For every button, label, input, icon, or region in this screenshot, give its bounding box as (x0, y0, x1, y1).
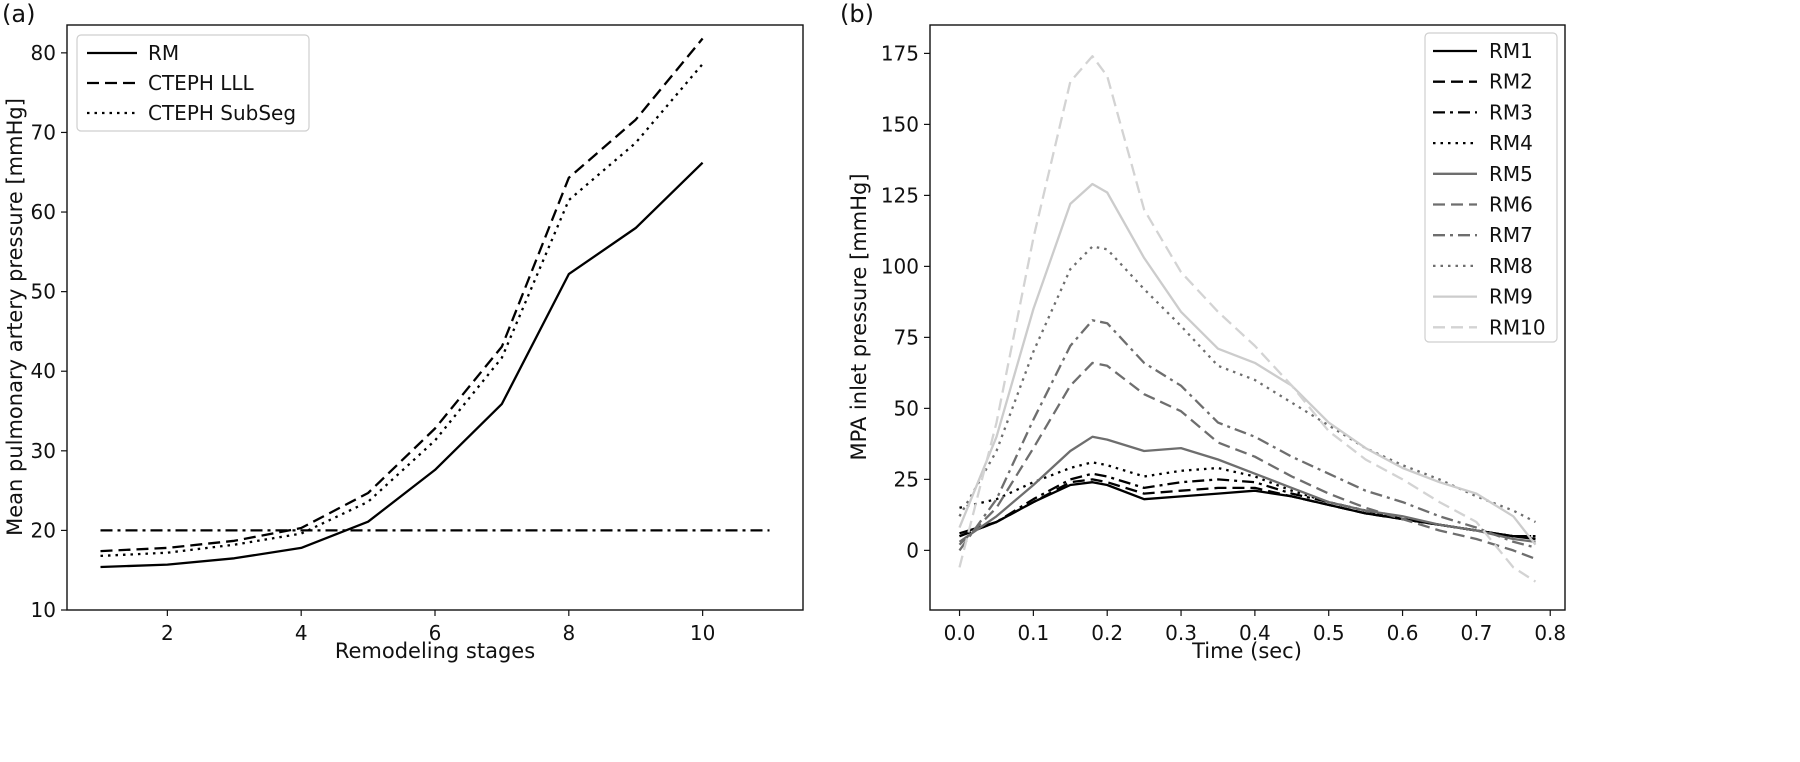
legend-label: RM5 (1489, 162, 1533, 186)
legend-label: RM (148, 41, 179, 65)
panel-b-x-ticks: 0.0 0.1 0.2 0.3 0.4 0.5 0.6 0.7 0.8 (944, 610, 1566, 645)
x-tick-label: 0.5 (1313, 621, 1345, 645)
panel-a-label: (a) (2, 0, 35, 28)
x-tick-label: 0.2 (1091, 621, 1123, 645)
series-line-cteph-subseg (100, 63, 704, 558)
legend-label: RM10 (1489, 315, 1546, 339)
legend-label: CTEPH LLL (148, 71, 255, 95)
panel-a-legend: RM CTEPH LLL CTEPH SubSeg (76, 34, 310, 132)
panel-b-series (958, 55, 1537, 583)
series-line-rm9 (958, 182, 1537, 546)
y-tick-label: 25 (894, 467, 919, 491)
y-tick-label: 50 (894, 396, 919, 420)
y-tick-label: 75 (894, 325, 919, 349)
series-line-rm8 (958, 245, 1537, 524)
panel-a-legend-box (76, 34, 310, 132)
y-tick-label: 10 (31, 598, 56, 622)
x-tick-label: 4 (295, 621, 308, 645)
x-tick-label: 0.8 (1534, 621, 1566, 645)
legend-label: RM2 (1489, 70, 1533, 94)
y-tick-label: 0 (906, 538, 919, 562)
y-tick-label: 125 (881, 183, 919, 207)
y-tick-label: 100 (881, 254, 919, 278)
legend-label: RM8 (1489, 254, 1533, 278)
legend-label: RM7 (1489, 223, 1533, 247)
y-tick-label: 150 (881, 112, 919, 136)
y-tick-label: 50 (31, 280, 56, 304)
x-tick-label: 0.7 (1460, 621, 1492, 645)
panel-b: (b) 0.0 0.1 0.2 0.3 0.4 0.5 0.6 0.7 0.8 0 25 50 75 1… (840, 0, 1566, 663)
panel-b-y-ticks: 0 25 50 75 100 125 150 175 (881, 41, 930, 562)
x-tick-label: 2 (161, 621, 174, 645)
x-tick-label: 8 (562, 621, 575, 645)
panel-a: (a) 2 4 6 8 10 10 20 30 40 50 60 70 80 Remodeling s… (2, 0, 804, 663)
series-line-rm6 (958, 361, 1536, 560)
series-line-rm10 (958, 55, 1537, 583)
x-tick-label: 0.4 (1239, 621, 1271, 645)
panel-b-label: (b) (840, 0, 874, 28)
series-line-rm5 (958, 435, 1536, 543)
panel-b-legend: RM1 RM2 RM3 RM4 RM5 RM6 RM7 RM8 RM9 RM10 (1424, 32, 1558, 343)
panel-a-x-ticks: 2 4 6 8 10 (161, 610, 715, 645)
y-tick-label: 70 (31, 120, 56, 144)
legend-label: RM9 (1489, 285, 1533, 309)
series-line-rm2 (959, 478, 1536, 538)
x-tick-label: 10 (690, 621, 715, 645)
y-tick-label: 80 (31, 41, 56, 65)
legend-label: RM1 (1489, 39, 1533, 63)
panel-a-y-ticks: 10 20 30 40 50 60 70 80 (31, 41, 67, 622)
x-tick-label: 0.3 (1165, 621, 1197, 645)
legend-label: RM3 (1489, 100, 1533, 124)
x-tick-label: 0.0 (944, 621, 976, 645)
panel-a-series (100, 37, 770, 569)
series-line-cteph-lll (100, 37, 704, 553)
x-tick-label: 0.6 (1387, 621, 1419, 645)
legend-label: RM4 (1489, 131, 1533, 155)
y-tick-label: 20 (31, 518, 56, 542)
x-tick-label: 6 (429, 621, 442, 645)
series-line-rm7 (958, 319, 1536, 552)
panel-b-x-axis-label: Time (sec) (1191, 639, 1302, 663)
series-line-rm1 (959, 481, 1536, 541)
legend-label: CTEPH SubSeg (148, 101, 296, 125)
y-tick-label: 60 (31, 200, 56, 224)
y-tick-label: 40 (31, 359, 56, 383)
panel-a-y-axis-label: Mean pulmonary artery pressure [mmHg] (3, 98, 27, 536)
panel-b-axes-frame (929, 24, 1566, 611)
x-tick-label: 0.1 (1017, 621, 1049, 645)
series-line-rm (100, 161, 704, 569)
panel-b-y-axis-label: MPA inlet pressure [mmHg] (847, 173, 871, 460)
y-tick-label: 175 (881, 41, 919, 65)
y-tick-label: 30 (31, 439, 56, 463)
panel-a-x-axis-label: Remodeling stages (335, 639, 535, 663)
legend-label: RM6 (1489, 193, 1533, 217)
